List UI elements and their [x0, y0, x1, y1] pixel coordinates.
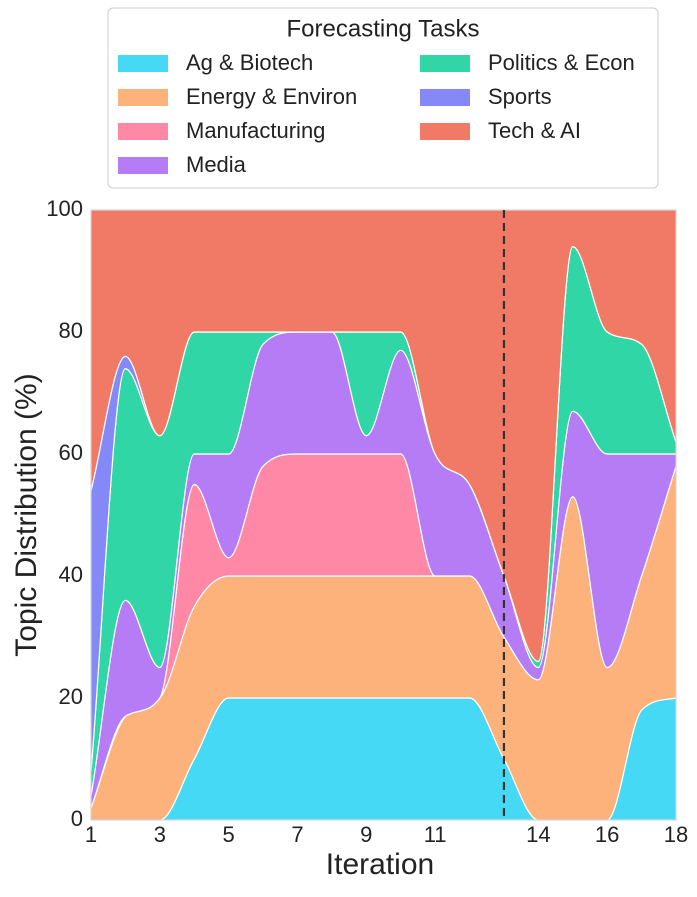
legend-label: Manufacturing — [186, 118, 325, 143]
x-tick-label: 1 — [85, 822, 97, 847]
legend-box — [107, 7, 659, 189]
legend-label: Energy & Environ — [186, 84, 357, 109]
legend-swatch — [118, 157, 168, 174]
legend-label: Tech & AI — [488, 118, 581, 143]
legend-swatch — [420, 89, 470, 106]
y-axis-label: Topic Distribution (%) — [10, 373, 43, 656]
x-tick-label: 9 — [360, 822, 372, 847]
y-tick-label: 100 — [46, 196, 83, 221]
y-tick-label: 80 — [59, 318, 83, 343]
legend-label: Sports — [488, 84, 552, 109]
x-axis-label: Iteration — [326, 848, 434, 881]
x-tick-label: 18 — [664, 822, 688, 847]
legend-label: Media — [186, 152, 247, 177]
legend-label: Ag & Biotech — [186, 50, 313, 75]
legend-swatch — [420, 123, 470, 140]
y-tick-label: 0 — [71, 806, 83, 831]
legend-swatch — [118, 89, 168, 106]
y-tick-label: 40 — [59, 562, 83, 587]
y-tick-label: 60 — [59, 440, 83, 465]
x-tick-label: 7 — [291, 822, 303, 847]
x-tick-label: 11 — [424, 822, 447, 847]
x-tick-label: 14 — [526, 822, 550, 847]
y-tick-label: 20 — [59, 684, 83, 709]
legend-swatch — [420, 55, 470, 72]
plot-frame — [90, 209, 677, 821]
x-tick-label: 16 — [595, 822, 619, 847]
legend-title: Forecasting Tasks — [287, 15, 480, 42]
legend-swatch — [118, 55, 168, 72]
x-tick-label: 3 — [154, 822, 166, 847]
legend-label: Politics & Econ — [488, 50, 635, 75]
legend-swatch — [118, 123, 168, 140]
x-tick-label: 5 — [223, 822, 235, 847]
